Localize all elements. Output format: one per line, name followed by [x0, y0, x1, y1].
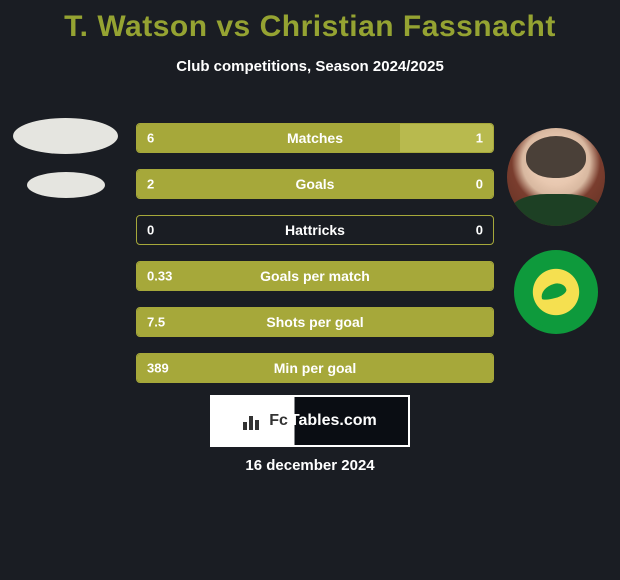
- stat-row: 7.5 Shots per goal: [136, 307, 494, 337]
- page-subtitle: Club competitions, Season 2024/2025: [0, 58, 620, 75]
- stat-label: Shots per goal: [266, 314, 363, 330]
- stat-value-right: 0: [476, 177, 483, 192]
- stat-row: 6 1 Matches: [136, 123, 494, 153]
- player-left-club-placeholder: [27, 172, 105, 198]
- brand-text-right: Tables.com: [290, 412, 377, 430]
- bar-chart-icon: [243, 412, 265, 430]
- player-left-avatar-placeholder: [13, 118, 118, 154]
- stat-label: Goals: [296, 176, 335, 192]
- stat-value-right: 1: [476, 131, 483, 146]
- stat-row: 0.33 Goals per match: [136, 261, 494, 291]
- stat-label: Matches: [287, 130, 343, 146]
- stat-row: 2 0 Goals: [136, 169, 494, 199]
- page-title: T. Watson vs Christian Fassnacht: [0, 0, 620, 44]
- bar-left-fill: [137, 124, 400, 152]
- stat-value-left: 6: [147, 131, 154, 146]
- footer-date: 16 december 2024: [245, 457, 374, 474]
- player-right-photo: [507, 128, 605, 226]
- stat-value-left: 0: [147, 223, 154, 238]
- comparison-bars: 6 1 Matches 2 0 Goals 0 0 Hattricks 0.33 Goals per…: [136, 123, 494, 399]
- stat-label: Hattricks: [285, 222, 345, 238]
- stat-label: Goals per match: [260, 268, 370, 284]
- stat-value-left: 0.33: [147, 269, 172, 284]
- stat-value-right: 0: [476, 223, 483, 238]
- stat-row: 389 Min per goal: [136, 353, 494, 383]
- brand-text-left: Fc: [269, 412, 288, 430]
- player-left-column: [8, 118, 123, 216]
- stat-label: Min per goal: [274, 360, 356, 376]
- player-right-club-badge: [514, 250, 598, 334]
- stat-value-left: 2: [147, 177, 154, 192]
- stat-value-left: 389: [147, 361, 169, 376]
- stat-value-left: 7.5: [147, 315, 165, 330]
- player-right-column: [496, 128, 616, 334]
- brand-footer: Fc Tables.com: [210, 395, 410, 447]
- stat-row: 0 0 Hattricks: [136, 215, 494, 245]
